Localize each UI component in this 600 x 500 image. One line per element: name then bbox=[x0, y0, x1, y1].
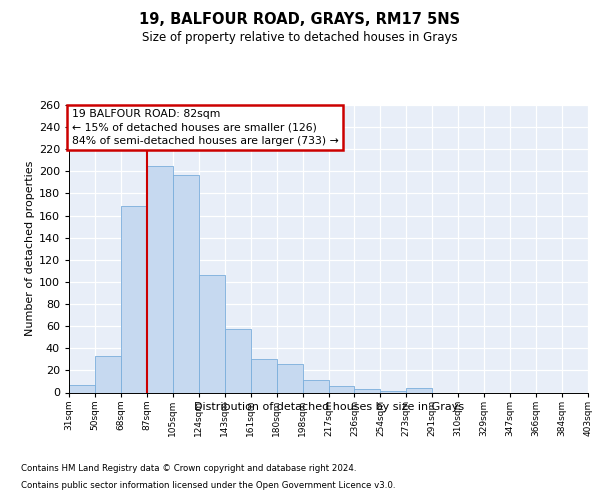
Text: Contains HM Land Registry data © Crown copyright and database right 2024.: Contains HM Land Registry data © Crown c… bbox=[21, 464, 356, 473]
Bar bbox=[69, 385, 95, 392]
Text: 19, BALFOUR ROAD, GRAYS, RM17 5NS: 19, BALFOUR ROAD, GRAYS, RM17 5NS bbox=[139, 12, 461, 28]
Bar bbox=[355, 389, 380, 392]
Bar bbox=[121, 206, 147, 392]
Bar bbox=[95, 356, 121, 393]
Bar bbox=[147, 166, 173, 392]
Text: Size of property relative to detached houses in Grays: Size of property relative to detached ho… bbox=[142, 31, 458, 44]
Text: 19 BALFOUR ROAD: 82sqm
← 15% of detached houses are smaller (126)
84% of semi-de: 19 BALFOUR ROAD: 82sqm ← 15% of detached… bbox=[71, 110, 338, 146]
Bar bbox=[173, 174, 199, 392]
Bar bbox=[225, 330, 251, 392]
Text: Distribution of detached houses by size in Grays: Distribution of detached houses by size … bbox=[194, 402, 464, 412]
Bar bbox=[329, 386, 355, 392]
Bar bbox=[277, 364, 302, 392]
Bar bbox=[199, 276, 224, 392]
Bar bbox=[251, 360, 277, 392]
Bar bbox=[406, 388, 432, 392]
Bar bbox=[302, 380, 329, 392]
Y-axis label: Number of detached properties: Number of detached properties bbox=[25, 161, 35, 336]
Text: Contains public sector information licensed under the Open Government Licence v3: Contains public sector information licen… bbox=[21, 481, 395, 490]
